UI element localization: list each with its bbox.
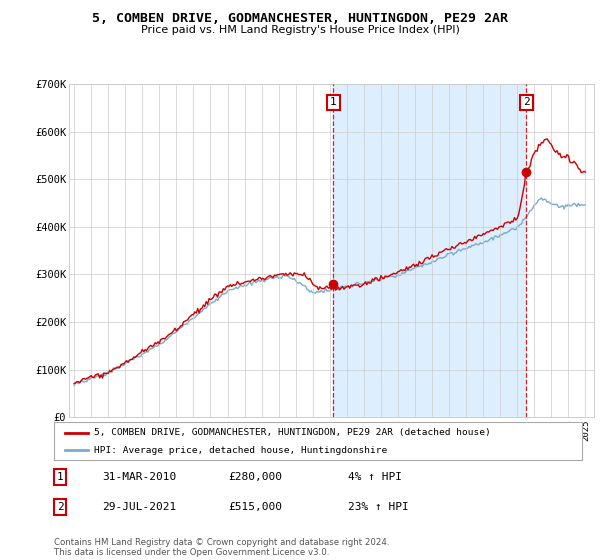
Text: 29-JUL-2021: 29-JUL-2021 (102, 502, 176, 512)
Text: 5, COMBEN DRIVE, GODMANCHESTER, HUNTINGDON, PE29 2AR (detached house): 5, COMBEN DRIVE, GODMANCHESTER, HUNTINGD… (94, 428, 490, 437)
Text: £280,000: £280,000 (228, 472, 282, 482)
Text: 2: 2 (56, 502, 64, 512)
Text: £515,000: £515,000 (228, 502, 282, 512)
Text: HPI: Average price, detached house, Huntingdonshire: HPI: Average price, detached house, Hunt… (94, 446, 387, 455)
Text: 23% ↑ HPI: 23% ↑ HPI (348, 502, 409, 512)
Text: 31-MAR-2010: 31-MAR-2010 (102, 472, 176, 482)
Text: 2: 2 (523, 97, 530, 108)
Text: 4% ↑ HPI: 4% ↑ HPI (348, 472, 402, 482)
Text: Price paid vs. HM Land Registry's House Price Index (HPI): Price paid vs. HM Land Registry's House … (140, 25, 460, 35)
Text: 1: 1 (330, 97, 337, 108)
Text: 1: 1 (56, 472, 64, 482)
Text: Contains HM Land Registry data © Crown copyright and database right 2024.
This d: Contains HM Land Registry data © Crown c… (54, 538, 389, 557)
Bar (334, 84, 526, 417)
Text: 5, COMBEN DRIVE, GODMANCHESTER, HUNTINGDON, PE29 2AR: 5, COMBEN DRIVE, GODMANCHESTER, HUNTINGD… (92, 12, 508, 25)
